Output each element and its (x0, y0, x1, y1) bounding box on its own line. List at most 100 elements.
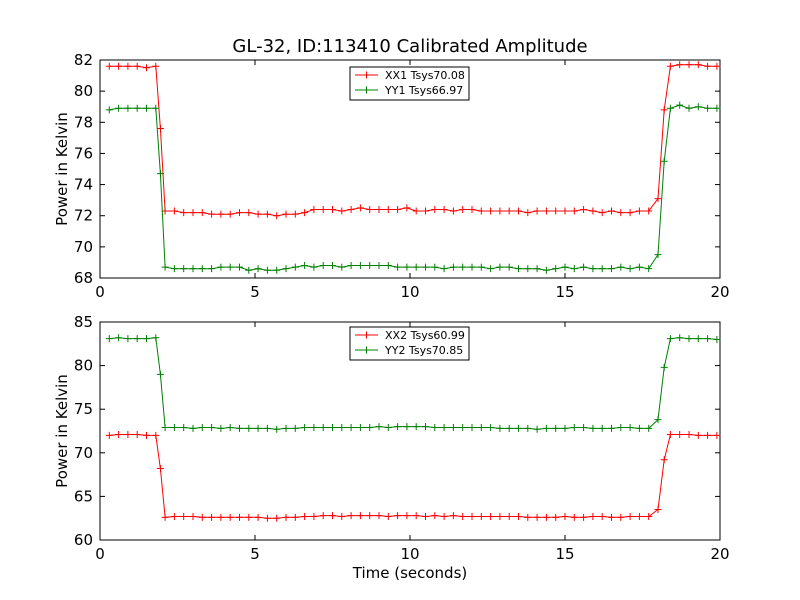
data-point (505, 263, 513, 271)
data-point (570, 424, 578, 432)
data-point (422, 207, 429, 215)
data-point (412, 512, 420, 520)
data-point (477, 424, 485, 432)
data-point (384, 424, 392, 432)
data-point (654, 416, 662, 424)
data-point (366, 424, 374, 432)
data-point (156, 170, 164, 178)
data-point (105, 62, 113, 70)
data-point (170, 207, 178, 215)
data-point (524, 265, 532, 273)
data-point (505, 512, 513, 520)
data-point (422, 512, 429, 520)
data-point (254, 265, 262, 273)
data-point (156, 125, 164, 133)
data-point (273, 212, 281, 220)
data-point (236, 209, 243, 217)
data-point (208, 513, 216, 521)
data-point (617, 424, 625, 432)
y-tick-label: 72 (74, 207, 93, 225)
data-point (713, 104, 721, 112)
data-point (208, 265, 216, 273)
data-point (552, 207, 560, 215)
data-point (561, 424, 569, 432)
data-point (666, 430, 674, 438)
data-point (660, 157, 668, 165)
data-point (608, 207, 615, 215)
data-point (394, 423, 402, 431)
data-point (487, 512, 495, 520)
data-point (338, 207, 346, 215)
data-point (143, 64, 150, 72)
data-point (198, 513, 206, 521)
data-point (685, 335, 693, 343)
data-point (245, 513, 253, 521)
data-point (291, 513, 299, 521)
data-point (570, 513, 578, 521)
data-point (589, 207, 597, 215)
data-point (617, 513, 625, 521)
data-point (552, 265, 560, 273)
data-point (608, 424, 615, 432)
data-point (124, 335, 132, 343)
data-point (422, 423, 429, 431)
data-point (496, 424, 504, 432)
data-point (676, 430, 684, 438)
data-point (105, 335, 113, 343)
data-point (245, 424, 253, 432)
data-point (375, 205, 383, 213)
data-point (115, 430, 123, 438)
series-2 (105, 101, 721, 274)
data-point (291, 424, 299, 432)
data-point (245, 209, 253, 217)
y-tick-label: 80 (74, 357, 93, 375)
data-point (487, 424, 495, 432)
data-point (226, 424, 234, 432)
data-point (156, 370, 164, 378)
data-point (347, 424, 355, 432)
data-point (338, 512, 346, 520)
data-point (654, 195, 662, 203)
data-point (245, 266, 253, 274)
data-point (161, 513, 169, 521)
data-point (263, 266, 271, 274)
data-point (412, 207, 420, 215)
data-point (133, 104, 141, 112)
data-point (598, 209, 606, 217)
data-point (170, 424, 178, 432)
x-tick-label: 15 (555, 283, 574, 301)
data-point (713, 431, 721, 439)
data-point (608, 265, 615, 273)
x-tick-label: 15 (555, 545, 574, 563)
data-point (189, 265, 197, 273)
data-point (589, 512, 597, 520)
y-tick-label: 60 (74, 531, 93, 549)
data-point (124, 430, 132, 438)
y-tick-label: 78 (74, 113, 93, 131)
data-point (338, 424, 346, 432)
data-point (468, 263, 476, 271)
x-tick-label: 20 (710, 545, 729, 563)
data-point (133, 335, 141, 343)
data-point (713, 335, 721, 343)
data-point (542, 424, 550, 432)
data-point (694, 335, 702, 343)
legend-marker (363, 346, 370, 354)
x-tick-label: 5 (250, 545, 260, 563)
data-point (180, 265, 188, 273)
data-point (496, 207, 504, 215)
data-point (347, 205, 355, 213)
data-point (329, 512, 336, 520)
data-point (133, 430, 141, 438)
data-point (105, 431, 113, 439)
legend-entry-label: XX2 Tsys60.99 (385, 329, 465, 342)
data-point (645, 265, 653, 273)
data-point (635, 263, 643, 271)
data-point (676, 101, 684, 109)
data-point (468, 424, 476, 432)
x-tick-label: 20 (710, 283, 729, 301)
data-point (208, 210, 216, 218)
data-point (704, 62, 712, 70)
data-point (403, 263, 411, 271)
data-point (356, 204, 364, 212)
